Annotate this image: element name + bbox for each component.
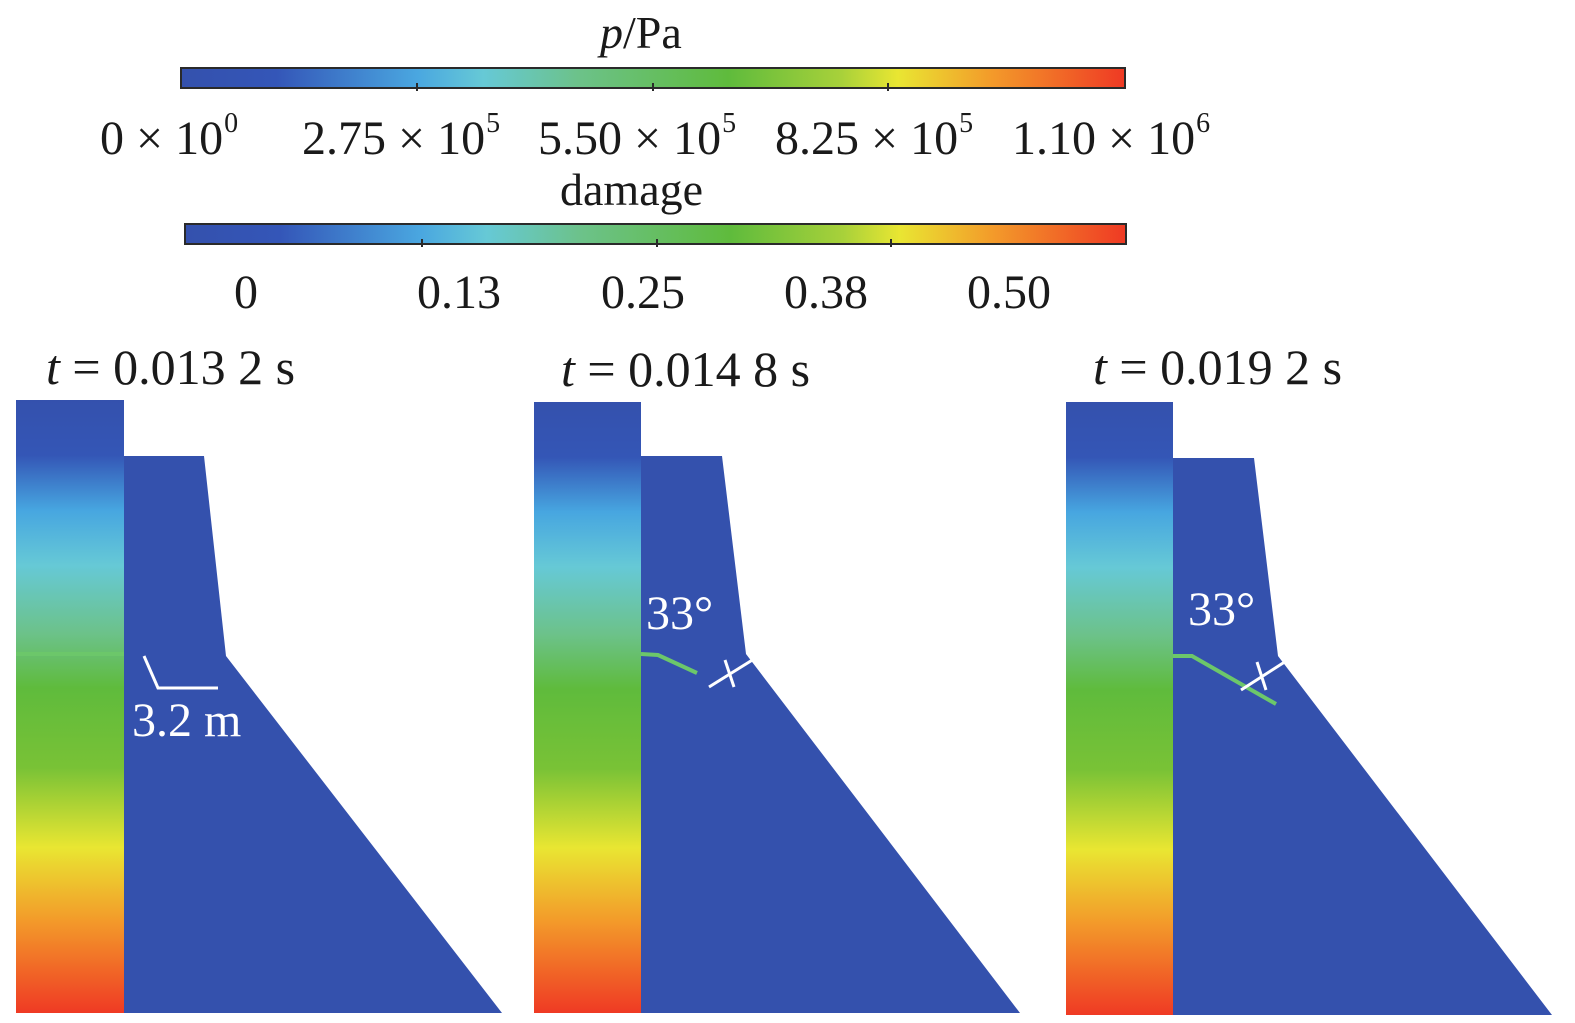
dam-body (641, 456, 1020, 1013)
angle-marker-line-2 (723, 659, 736, 688)
damage-tick-3 (890, 239, 892, 247)
angle-marker-line-2 (1255, 661, 1268, 691)
crack-length-annotation: 3.2 m (132, 694, 241, 747)
damage-tick-label-1: 0.13 (417, 266, 501, 319)
panel-2-time-label: t = 0.014 8 s (561, 341, 811, 397)
angle-marker-line-1 (1240, 654, 1295, 692)
dam-body (1173, 458, 1552, 1015)
panel-3: 33° (1066, 402, 1552, 1015)
pressure-tick-label-1: 2.75 × 105 (302, 108, 501, 165)
damage-tick-label-4: 0.50 (967, 266, 1051, 319)
pressure-tick-1 (416, 83, 418, 91)
damage-crack (640, 652, 698, 675)
damage-tick-2 (656, 239, 658, 247)
damage-colorbar (184, 223, 1127, 247)
pressure-tick-label-2: 5.50 × 105 (538, 108, 737, 165)
dam-body (124, 456, 502, 1013)
damage-crack (1173, 654, 1277, 706)
angle-marker-line-1 (708, 652, 763, 689)
pressure-symbol: p (600, 7, 623, 58)
damage-tick-label-3: 0.38 (784, 266, 868, 319)
pressure-unit: /Pa (623, 7, 682, 58)
angle-annotation: 33° (646, 587, 713, 640)
panel-2: 33° (534, 402, 1020, 1013)
pressure-tick-2 (652, 83, 654, 91)
panel-1-time-label: t = 0.013 2 s (46, 339, 296, 395)
damage-colorbar-title: damage (560, 164, 704, 215)
panel-3-time-label: t = 0.019 2 s (1093, 339, 1343, 395)
pressure-tick-label-0: 0 × 100 (100, 108, 239, 165)
water-pressure-column (1066, 402, 1173, 1015)
damage-tick-label-2: 0.25 (601, 266, 685, 319)
pressure-colorbar (180, 67, 1126, 91)
crack-length-marker (142, 655, 218, 690)
damage-tick-label-0: 0 (234, 266, 258, 319)
pressure-tick-label-4: 1.10 × 106 (1012, 108, 1211, 165)
water-pressure-column (534, 402, 641, 1013)
angle-annotation: 33° (1188, 583, 1255, 636)
pressure-tick-label-3: 8.25 × 105 (775, 108, 974, 165)
pressure-colorbar-title: p/Pa (600, 6, 682, 59)
pressure-tick-3 (887, 83, 889, 91)
water-pressure-column (16, 400, 124, 1013)
damage-tick-1 (421, 239, 423, 247)
panel-1: 3.2 m (16, 400, 502, 1013)
